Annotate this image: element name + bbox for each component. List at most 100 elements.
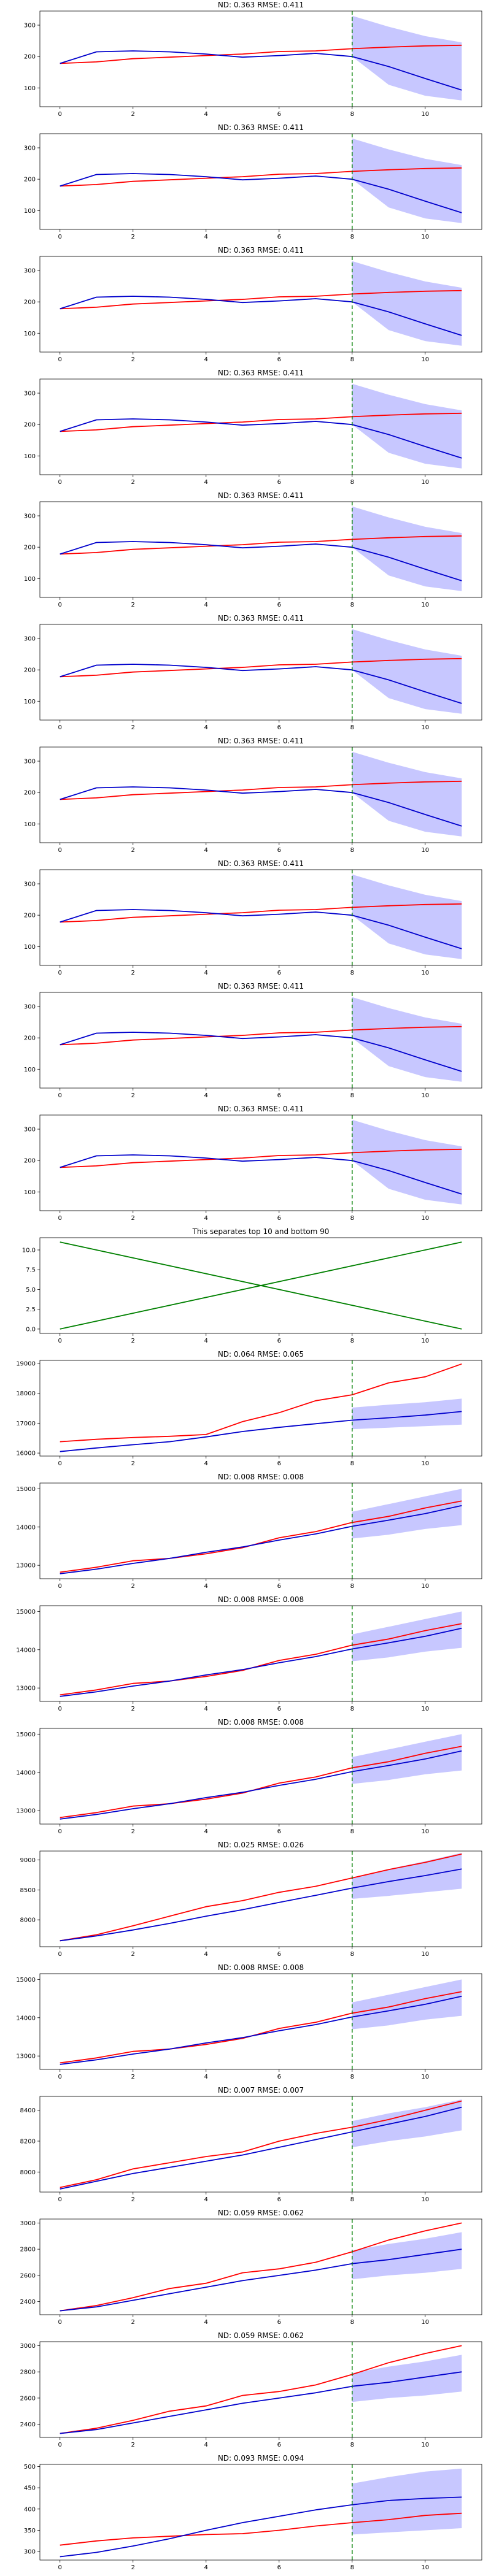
series-line-2: [60, 50, 462, 91]
x-tick-label: 0: [58, 356, 62, 363]
series-line-2: [60, 2248, 462, 2312]
series-line-2: [60, 1032, 462, 1072]
x-tick-label: 0: [58, 234, 62, 240]
y-tick-label: 100: [24, 208, 36, 215]
plot-frame: [39, 501, 482, 598]
y-tick-label: 300: [24, 513, 36, 520]
series-line-2: [60, 173, 462, 213]
y-tick-label: 200: [24, 54, 36, 61]
chart-panel: ND: 0.007 RMSE: 0.007 0 2 4 6 8 10 8000 8200 8400: [20, 2086, 482, 2203]
y-tick-label: 200: [24, 913, 36, 919]
y-tick-label: 100: [24, 699, 36, 705]
y-tick-label: 13000: [16, 2053, 36, 2060]
series-line-2: [60, 1868, 462, 1942]
x-tick-label: 8: [350, 1215, 354, 1222]
plot-frame: [39, 624, 482, 721]
x-tick-label: 6: [277, 356, 281, 363]
y-tick-label: 15000: [16, 1609, 36, 1616]
y-tick-label: 15000: [16, 1486, 36, 1493]
x-tick-label: 10: [421, 1338, 429, 1344]
x-tick-label: 2: [131, 479, 135, 486]
x-tick-label: 0: [58, 602, 62, 608]
plot-frame: [39, 746, 482, 843]
x-tick-label: 6: [277, 1460, 281, 1467]
x-tick-label: 10: [421, 234, 429, 240]
y-tick-label: 19000: [16, 1360, 36, 1367]
confidence-band: [352, 2355, 462, 2402]
x-tick-label: 6: [277, 479, 281, 486]
x-tick-label: 4: [204, 234, 208, 240]
confidence-band: [352, 2099, 462, 2147]
confidence-band: [352, 2232, 462, 2280]
chart-title: ND: 0.008 RMSE: 0.008: [218, 1595, 304, 1604]
x-tick-label: 6: [277, 2074, 281, 2080]
x-tick-label: 6: [277, 970, 281, 976]
y-tick-label: 10.0: [22, 1247, 36, 1254]
plot-frame: [39, 256, 482, 353]
chart-panel: ND: 0.008 RMSE: 0.008 0 2 4 6 8 10 13000 14000 15…: [16, 1963, 482, 2080]
chart-panel: ND: 0.064 RMSE: 0.065 0 2 4 6 8 10 16000 17000 18…: [16, 1350, 482, 1467]
series-line-1: [60, 1500, 462, 1573]
y-tick-label: 2800: [20, 2369, 36, 2376]
y-tick-label: 200: [24, 1035, 36, 1042]
x-tick-label: 10: [421, 479, 429, 486]
y-tick-label: 100: [24, 1189, 36, 1196]
chart-panel: ND: 0.363 RMSE: 0.411 0 2 4 6 8 10 100 200 300: [24, 1, 482, 118]
x-tick-label: 0: [58, 1460, 62, 1467]
x-tick-label: 6: [277, 1338, 281, 1344]
chart-panel: ND: 0.363 RMSE: 0.411 0 2 4 6 8 10 100 200 300: [24, 123, 482, 240]
y-tick-label: 2.5: [26, 1306, 36, 1313]
x-tick-label: 4: [204, 1828, 208, 1835]
x-tick-label: 4: [204, 1460, 208, 1467]
series-line-1: [60, 657, 462, 678]
x-tick-label: 8: [350, 2319, 354, 2326]
plot-frame: [39, 992, 482, 1089]
x-tick-label: 10: [421, 2442, 429, 2448]
y-tick-label: 8000: [20, 1917, 36, 1924]
chart-panel: ND: 0.059 RMSE: 0.062 0 2 4 6 8 10 2400 2600 2800…: [20, 2209, 482, 2326]
series-line-1: [60, 2222, 462, 2312]
series-line-2: [60, 2106, 462, 2190]
confidence-band: [352, 261, 462, 346]
x-tick-label: 0: [58, 1583, 62, 1590]
x-tick-label: 8: [350, 1583, 354, 1590]
x-tick-label: 10: [421, 1828, 429, 1835]
x-tick-label: 0: [58, 2564, 62, 2571]
x-tick-label: 6: [277, 847, 281, 854]
x-tick-label: 6: [277, 1092, 281, 1099]
chart-panel: ND: 0.059 RMSE: 0.062 0 2 4 6 8 10 2400 2600 2800…: [20, 2331, 482, 2448]
y-tick-label: 13000: [16, 1808, 36, 1815]
x-tick-label: 2: [131, 1706, 135, 1712]
plot-frame: [39, 869, 482, 966]
x-tick-label: 4: [204, 1215, 208, 1222]
x-tick-label: 2: [131, 1828, 135, 1835]
y-tick-label: 300: [24, 1004, 36, 1011]
y-tick-label: 300: [24, 23, 36, 29]
confidence-band: [352, 1398, 462, 1430]
y-tick-label: 100: [24, 453, 36, 460]
x-tick-label: 10: [421, 970, 429, 976]
x-tick-label: 10: [421, 1951, 429, 1958]
chart-title: ND: 0.008 RMSE: 0.008: [218, 1963, 304, 1972]
x-tick-label: 6: [277, 602, 281, 608]
confidence-band: [352, 751, 462, 837]
x-tick-label: 0: [58, 479, 62, 486]
x-tick-label: 10: [421, 1215, 429, 1222]
plot-frame: [39, 133, 482, 230]
x-tick-label: 2: [131, 1338, 135, 1344]
series-line-2: [60, 1995, 462, 2065]
x-tick-label: 0: [58, 2319, 62, 2326]
x-tick-label: 10: [421, 1583, 429, 1590]
y-tick-label: 100: [24, 1067, 36, 1073]
x-tick-label: 10: [421, 111, 429, 118]
x-tick-label: 6: [277, 1583, 281, 1590]
plot-frame: [39, 2096, 482, 2193]
x-tick-label: 0: [58, 847, 62, 854]
y-tick-label: 300: [24, 881, 36, 888]
y-tick-label: 300: [24, 2549, 36, 2556]
x-tick-label: 2: [131, 111, 135, 118]
confidence-band: [352, 1489, 462, 1539]
x-tick-label: 2: [131, 970, 135, 976]
plot-frame: [39, 2218, 482, 2315]
